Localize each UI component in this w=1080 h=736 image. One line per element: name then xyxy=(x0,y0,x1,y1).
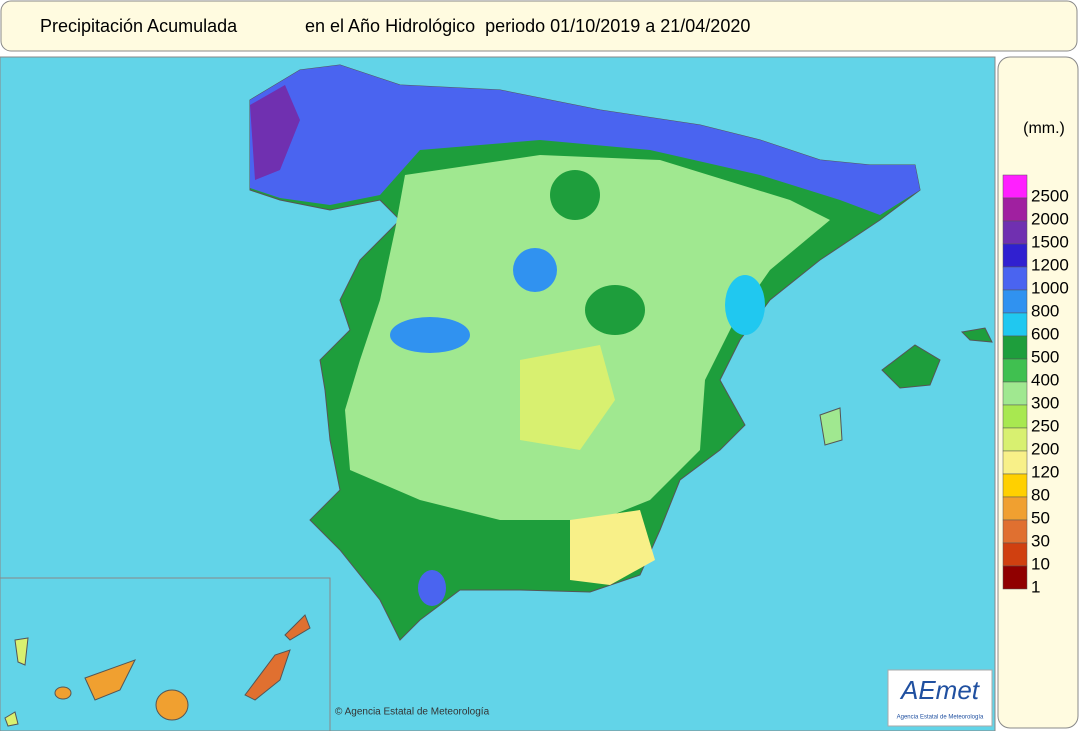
legend-label: 2500 xyxy=(1031,186,1069,205)
legend-label: 200 xyxy=(1031,439,1059,458)
legend-label: 1000 xyxy=(1031,278,1069,297)
credit: © Agencia Estatal de Meteorología xyxy=(335,707,490,718)
legend-label: 1500 xyxy=(1031,232,1069,251)
legend-swatch xyxy=(1002,565,1028,590)
wet-spot xyxy=(725,275,765,335)
ibiza xyxy=(819,407,843,446)
legend-label: 10 xyxy=(1031,554,1050,573)
legend-swatch xyxy=(1002,358,1028,383)
canary-islands xyxy=(4,614,311,727)
balearic-islands xyxy=(819,327,993,446)
mallorca xyxy=(881,344,941,389)
legend-swatch xyxy=(1002,473,1028,498)
wet-spot xyxy=(390,317,470,353)
legend-label: 300 xyxy=(1031,393,1059,412)
legend-label: 1 xyxy=(1031,577,1040,596)
legend-swatch xyxy=(1002,243,1028,268)
legend-label: 80 xyxy=(1031,485,1050,504)
legend-swatch xyxy=(1002,197,1028,222)
galicia-wet-zone xyxy=(250,85,300,180)
legend-swatch xyxy=(1002,542,1028,567)
legend-label: 2000 xyxy=(1031,209,1069,228)
dry-zone-southeast xyxy=(570,510,655,585)
dry-zone-center xyxy=(520,345,615,450)
legend-swatch xyxy=(1002,220,1028,245)
legend: 2500 2000 1500 1200 1000 800 600 500 400 300 250 20… xyxy=(1002,174,1069,596)
wet-spot xyxy=(418,570,446,606)
central-plateau xyxy=(345,155,830,520)
lanzarote xyxy=(284,614,311,641)
legend-label: 250 xyxy=(1031,416,1059,435)
subtitle: en el Año Hidrológico periodo 01/10/2019… xyxy=(305,16,750,36)
fuerteventura xyxy=(244,649,291,701)
title-box xyxy=(0,0,1078,52)
logo-box xyxy=(887,669,993,727)
wet-spot xyxy=(585,285,645,335)
el-hierro xyxy=(4,711,19,727)
title: Precipitación Acumulada xyxy=(40,16,238,36)
logo-caption: Agencia Estatal de Meteorología xyxy=(897,715,984,721)
legend-swatch xyxy=(1002,496,1028,521)
wet-spot xyxy=(513,248,557,292)
north-wet-zone xyxy=(250,65,920,215)
legend-swatch xyxy=(1002,450,1028,475)
gran-canaria xyxy=(155,689,189,721)
la-palma xyxy=(14,637,29,666)
legend-swatch xyxy=(1002,427,1028,452)
legend-label: 120 xyxy=(1031,462,1059,481)
legend-swatch xyxy=(1002,312,1028,337)
legend-swatch xyxy=(1002,289,1028,314)
legend-swatch xyxy=(1002,519,1028,544)
tenerife xyxy=(84,659,137,701)
legend-label: 500 xyxy=(1031,347,1059,366)
legend-unit: (mm.) xyxy=(1023,120,1065,137)
legend-label: 400 xyxy=(1031,370,1059,389)
legend-label: 30 xyxy=(1031,531,1050,550)
legend-swatch xyxy=(1002,335,1028,360)
legend-label: 50 xyxy=(1031,508,1050,527)
legend-label: 1200 xyxy=(1031,255,1069,274)
legend-swatch xyxy=(1002,381,1028,406)
spain-map xyxy=(249,64,921,641)
wet-spot xyxy=(550,170,600,220)
legend-swatch xyxy=(1002,266,1028,291)
la-gomera xyxy=(54,686,72,700)
legend-swatch xyxy=(1002,174,1028,199)
legend-label: 600 xyxy=(1031,324,1059,343)
legend-swatch xyxy=(1002,404,1028,429)
logo: AEmet xyxy=(899,675,981,705)
legend-label: 800 xyxy=(1031,301,1059,320)
menorca xyxy=(960,327,993,343)
